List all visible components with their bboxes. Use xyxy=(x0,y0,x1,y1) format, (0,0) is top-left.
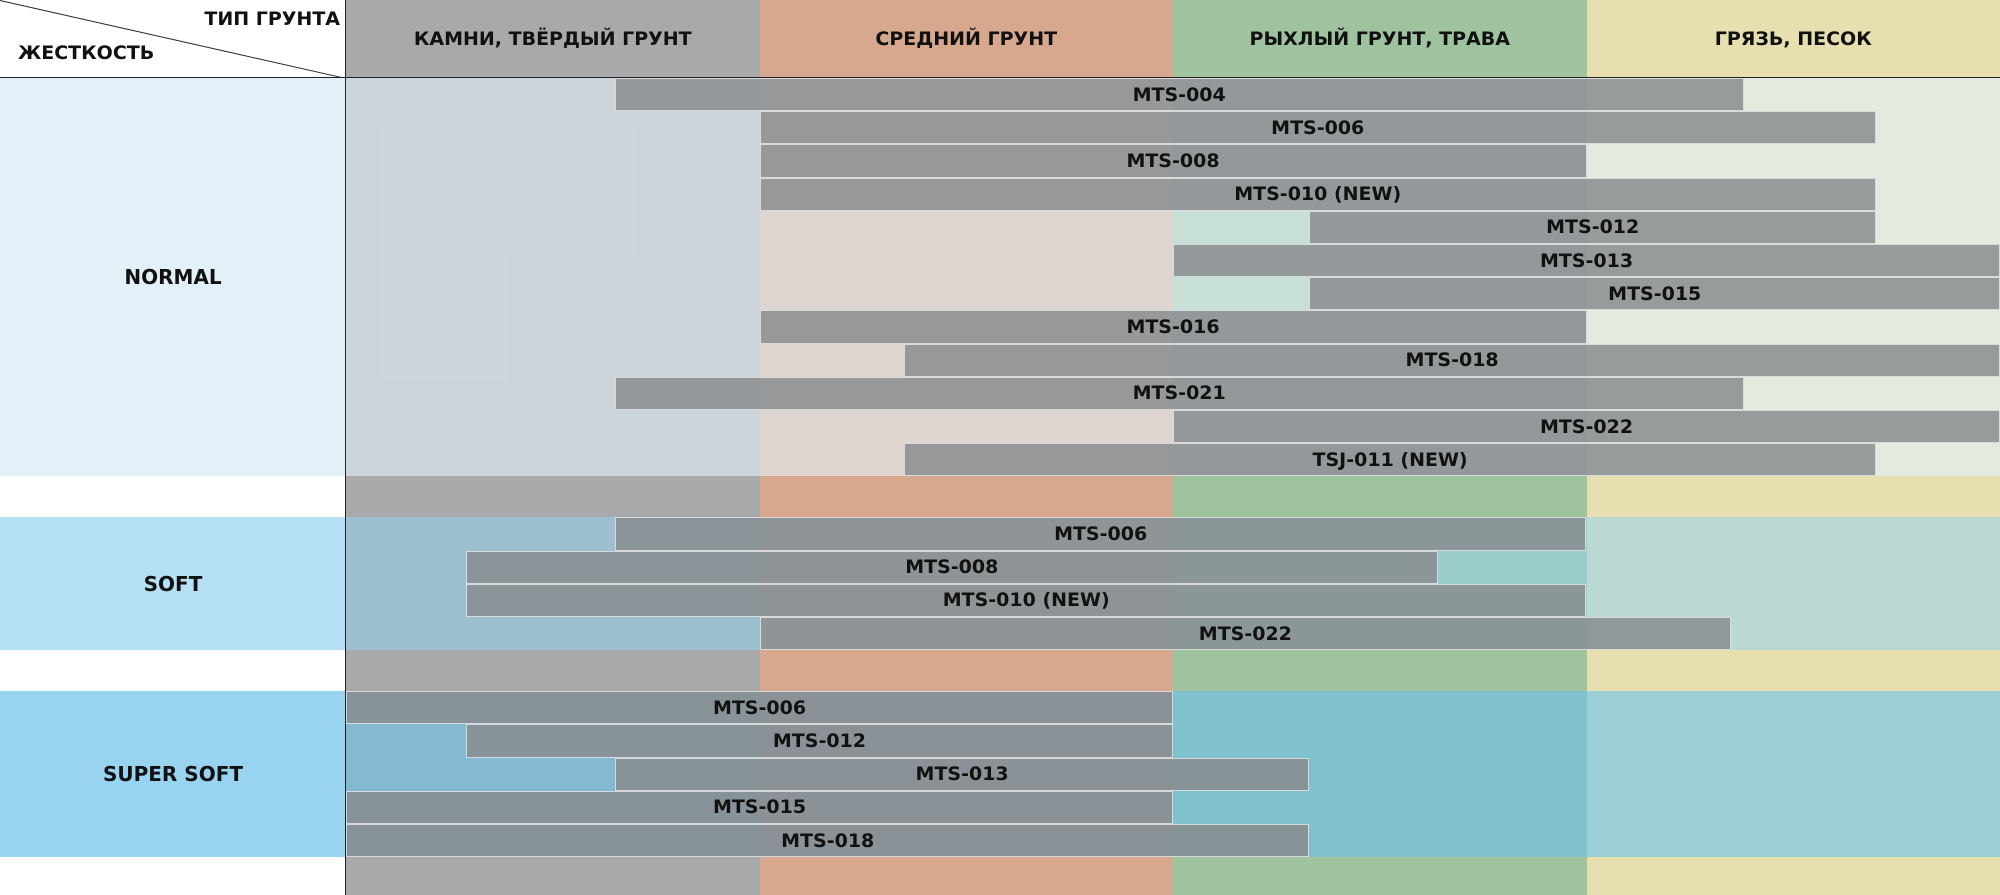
tire-bar xyxy=(1309,277,2000,311)
tire-bar xyxy=(759,144,1587,178)
column-header: РЫХЛЫЙ ГРУНТ, ТРАВА xyxy=(1249,28,1510,50)
row-title: ЖЕСТКОСТЬ xyxy=(18,42,155,64)
tire-bar xyxy=(1309,210,1876,244)
tire-label: MTS-015 xyxy=(712,796,807,819)
tire-bar xyxy=(465,550,1438,584)
tire-label: MTS-004 xyxy=(1132,83,1226,106)
tire-bar xyxy=(465,583,1587,617)
tire-label: MTS-012 xyxy=(772,729,866,752)
left-border xyxy=(345,0,346,895)
tire-bar xyxy=(759,617,1732,651)
tire-bar xyxy=(346,691,1173,725)
tire-label: MTS-008 xyxy=(1126,149,1220,172)
tire-bar xyxy=(346,824,1310,858)
tire-label: MTS-008 xyxy=(905,556,999,579)
corner-cell xyxy=(0,0,346,78)
tire-bar xyxy=(904,343,2000,377)
hardness-cell: SOFT xyxy=(0,517,346,651)
tire-label: MTS-013 xyxy=(915,763,1009,786)
tire-bar xyxy=(759,111,1876,145)
tire-label: MTS-022 xyxy=(1198,622,1292,645)
tire-label: MTS-013 xyxy=(1539,249,1634,272)
tire-bar xyxy=(614,757,1310,791)
tire-label: MTS-006 xyxy=(712,696,807,719)
tire-bar xyxy=(1173,244,2000,278)
header-line xyxy=(0,77,2000,78)
tire-bar xyxy=(346,790,1173,824)
tire-label: MTS-015 xyxy=(1608,282,1702,305)
tire-label: MTS-010 (NEW) xyxy=(942,589,1110,612)
tire-bar xyxy=(759,310,1587,344)
tire-bar xyxy=(465,724,1173,758)
tire-bar xyxy=(1173,410,2000,444)
hardness-cell: SUPER SOFT xyxy=(0,691,346,858)
tire-label: MTS-006 xyxy=(1271,116,1365,139)
column-header: СРЕДНИЙ ГРУНТ xyxy=(875,28,1058,50)
tire-bar xyxy=(614,376,1744,410)
hardness-cell: NORMAL xyxy=(0,78,346,477)
tire-label: MTS-006 xyxy=(1054,522,1148,545)
tire-bar xyxy=(614,517,1587,551)
tire-label: MTS-018 xyxy=(781,829,875,852)
column-title: ТИП ГРУНТА xyxy=(204,8,340,30)
column-header: ГРЯЗЬ, ПЕСОК xyxy=(1714,28,1872,50)
tire-label: MTS-016 xyxy=(1126,315,1220,338)
tire-bar xyxy=(904,443,1876,477)
tire-label: MTS-018 xyxy=(1405,349,1499,372)
tire-label: MTS-012 xyxy=(1546,216,1640,239)
tire-bar xyxy=(759,177,1876,211)
tire-bar xyxy=(614,78,1744,112)
tire-label: MTS-010 (NEW) xyxy=(1234,183,1402,206)
tire-label: MTS-021 xyxy=(1132,382,1226,405)
tire-label: TSJ-011 (NEW) xyxy=(1312,448,1468,471)
column-header: КАМНИ, ТВЁРДЫЙ ГРУНТ xyxy=(413,28,692,50)
tire-label: MTS-022 xyxy=(1539,415,1634,438)
